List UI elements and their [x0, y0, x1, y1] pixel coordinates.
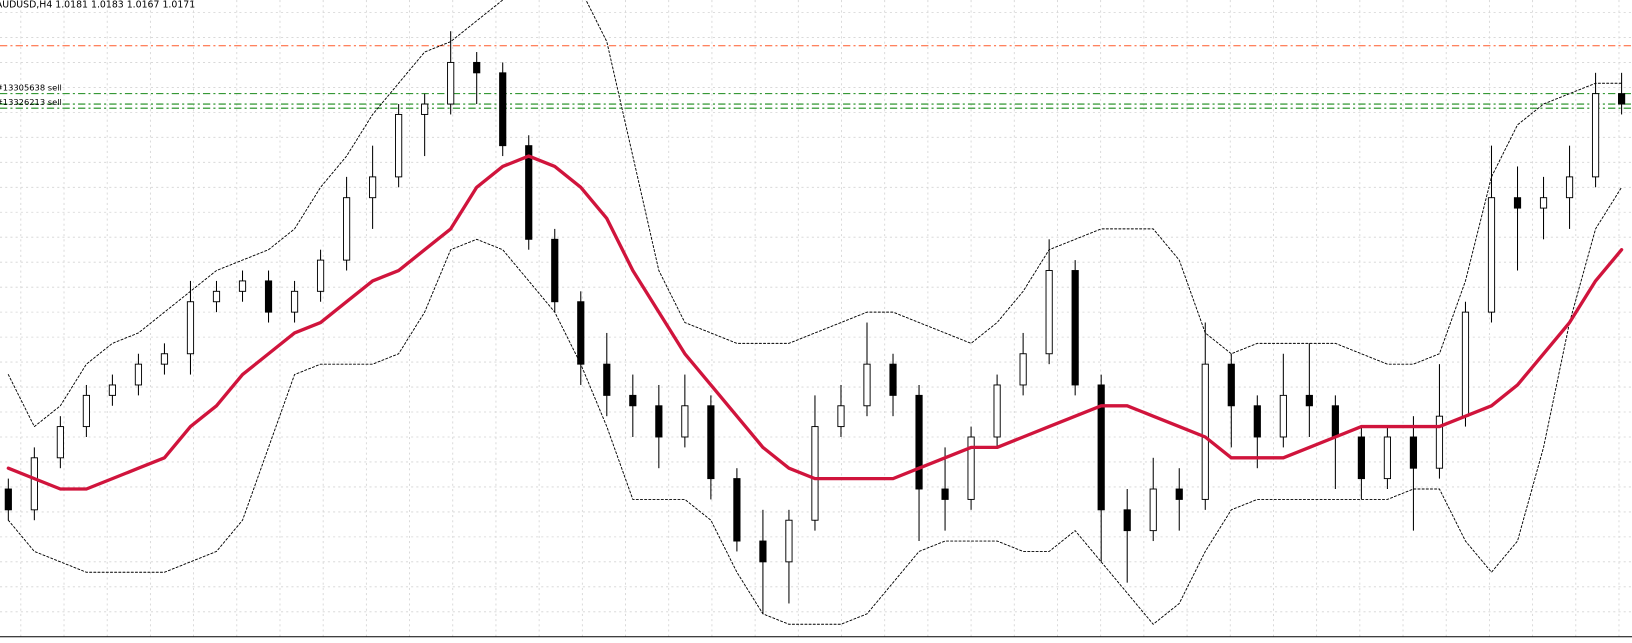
candle-body	[108, 384, 116, 396]
candle-body	[1461, 311, 1470, 417]
candle-body	[1097, 384, 1105, 511]
candle-body	[186, 301, 195, 355]
candle-body	[290, 290, 299, 313]
candle-body	[681, 405, 689, 438]
candle-body	[889, 363, 897, 396]
candle-body	[316, 259, 325, 292]
moving-average-line	[6, 154, 1624, 491]
candle-body	[811, 426, 819, 521]
candle-body	[447, 61, 455, 105]
candle-body	[603, 363, 611, 396]
chart-title: AUDUSD,H4 1.0181 1.0183 1.0167 1.0171	[0, 0, 195, 10]
candle-body	[160, 353, 169, 365]
candle-body	[1565, 176, 1574, 199]
candle-body	[1175, 488, 1183, 500]
candle-body	[1201, 363, 1209, 500]
candle-body	[915, 394, 923, 490]
candle-body	[733, 478, 741, 542]
candle-body	[1045, 270, 1053, 355]
candle-body	[1253, 405, 1261, 438]
candle-body	[1279, 394, 1287, 438]
candle-body	[551, 238, 559, 303]
candle-body	[655, 405, 663, 438]
candle-body	[759, 540, 767, 563]
level-label: #13326213 sell	[0, 97, 62, 107]
candle-body	[1331, 405, 1339, 438]
candle-body	[785, 519, 793, 563]
candle-body	[421, 103, 429, 115]
candle-body	[993, 384, 1001, 438]
candle-body	[1487, 197, 1496, 313]
candle-body	[56, 426, 64, 459]
plot-area	[0, 0, 1632, 625]
candle-body	[499, 72, 507, 147]
candle-body	[1618, 93, 1626, 105]
candle-body	[473, 61, 481, 74]
candle-body	[1435, 415, 1444, 469]
band-line	[7, 186, 1623, 625]
candle-body	[1357, 436, 1365, 480]
candle-body	[134, 363, 143, 386]
candle-body	[941, 488, 949, 500]
candle-body	[1513, 197, 1522, 209]
candle-body	[707, 405, 715, 480]
candle-body	[369, 176, 377, 199]
candle-body	[1305, 394, 1313, 407]
candle-body	[577, 301, 585, 365]
candle-body	[1019, 353, 1027, 386]
candle-body	[629, 394, 637, 407]
candle-body	[863, 363, 871, 407]
candle-body	[4, 488, 12, 511]
candle-body	[1149, 488, 1157, 532]
candle-body	[343, 197, 351, 261]
candle-body	[1591, 93, 1600, 178]
candle-body	[1539, 197, 1548, 209]
candle-body	[967, 436, 975, 500]
candle-body	[238, 280, 247, 292]
candle-body	[1383, 436, 1391, 480]
candle-body	[264, 280, 273, 313]
candle-body	[82, 394, 90, 428]
candle-body	[395, 113, 403, 178]
band-line	[7, 0, 1623, 428]
candle-body	[212, 290, 221, 303]
candle-body	[837, 405, 845, 428]
candle-body	[525, 145, 533, 240]
level-label: #13305638 sell	[0, 83, 62, 93]
candle-body	[30, 457, 38, 511]
candle-body	[1409, 436, 1418, 469]
candle-body	[1123, 509, 1131, 532]
candle-body	[1071, 270, 1079, 386]
candle-body	[1227, 363, 1235, 407]
